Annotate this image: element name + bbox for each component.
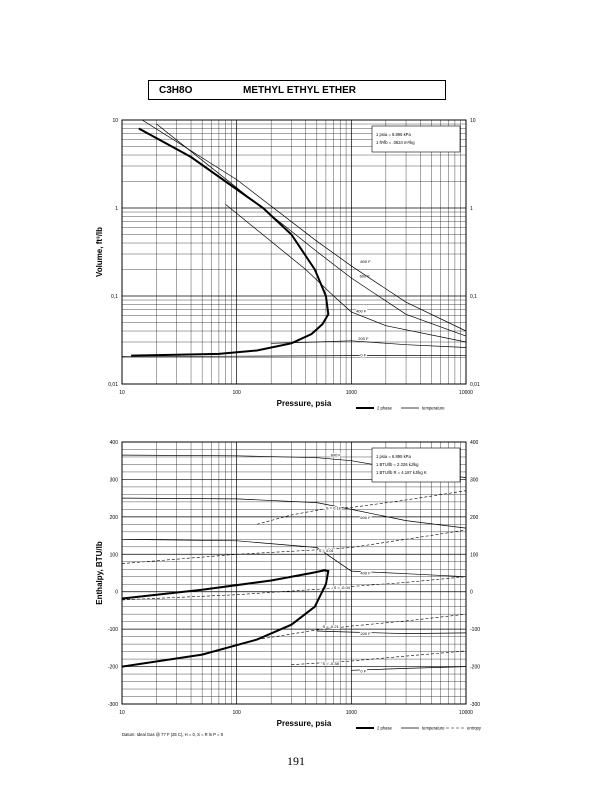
isotherm-line: [351, 666, 467, 671]
y-tick-label-right: 100: [470, 552, 479, 558]
conversion-text: 1 psia = 6.895 kPa: [376, 132, 411, 137]
entropy-line: [256, 490, 467, 525]
legend-label: 2 phase: [377, 406, 393, 411]
y-tick-label-right: 10: [470, 118, 476, 124]
x-axis-title: Pressure, psia: [277, 399, 332, 408]
y-tick-label-right: 400: [470, 440, 479, 446]
isotherm-line: [271, 340, 467, 348]
isotherm-line: [121, 497, 467, 529]
x-tick-label: 1000: [346, 390, 357, 396]
x-axis-title: Pressure, psia: [277, 719, 332, 728]
y-tick-label-left: 1: [115, 206, 118, 212]
plot-frame: [121, 119, 467, 385]
conversion-text: 1 BTU/lb = 2.326 kJ/kg: [376, 462, 419, 467]
isotherm-label: 200 F: [358, 336, 369, 341]
entropy-line: [121, 529, 467, 564]
plot-frame: [121, 441, 467, 705]
y-axis-title: Volume, ft³/lb: [95, 227, 104, 277]
entropy-line: [256, 613, 467, 640]
y-tick-label-left: 0,1: [111, 294, 118, 300]
y-tick-label-left: 300: [110, 477, 119, 483]
entropy-label: S = -0.38: [322, 661, 339, 666]
x-tick-label: 10000: [459, 710, 473, 716]
y-tick-label-left: 0,01: [108, 382, 118, 388]
legend-label: temperature: [422, 406, 445, 411]
isotherm-label: 400 F: [360, 570, 371, 575]
entropy-label: S = 0.01: [319, 548, 335, 553]
y-tick-label-right: 0: [470, 590, 473, 596]
chart-title-box: C3H8O METHYL ETHYL ETHER: [148, 80, 446, 100]
y-tick-label-left: 400: [110, 440, 119, 446]
y-tick-label-left: 100: [110, 552, 119, 558]
y-tick-label-right: -200: [470, 665, 480, 671]
two-phase-dome-curve: [121, 569, 330, 668]
chemical-formula: C3H8O: [159, 85, 193, 96]
entropy-label: S = -0.21: [322, 624, 339, 629]
isotherm-line: [225, 204, 467, 343]
isotherm-label: 0 F: [360, 353, 366, 358]
entropy-label: S = 0.18: [326, 506, 342, 511]
isotherm-label: 0 F: [360, 668, 366, 673]
x-tick-label: 10000: [459, 390, 473, 396]
isotherm-label: 600 F: [360, 515, 371, 520]
conversion-text: 1 ft³/lb = .0624 m³/kg: [376, 140, 415, 145]
y-tick-label-right: -100: [470, 627, 480, 633]
isotherm-label: 200 F: [360, 631, 371, 636]
y-tick-label-right: 300: [470, 477, 479, 483]
legend-label: entropy: [467, 726, 482, 731]
y-tick-label-left: -300: [108, 702, 118, 708]
isotherm-label: 800 F: [331, 452, 342, 457]
x-tick-label: 10: [119, 710, 125, 716]
y-tick-label-left: -100: [108, 627, 118, 633]
isotherm-line: [121, 354, 467, 357]
y-tick-label-right: 200: [470, 515, 479, 521]
conversion-box: [371, 447, 461, 483]
datum-note: Datum: Ideal Gas @ 77 F (25 C), H = 0, S…: [122, 732, 224, 737]
isotherm-line: [142, 119, 467, 332]
volume-pressure-chart: 10 100 1000 10000 0,01 0,01 0,1 0,1 1 1 10 10 Pressu…: [95, 118, 480, 411]
y-tick-label-left: 200: [110, 515, 119, 521]
y-tick-label-right: 0,1: [470, 294, 477, 300]
conversion-text: 1 BTU/lb R = 4.187 kJ/kg K: [376, 470, 427, 475]
conversion-box: [371, 125, 461, 153]
isotherm-line: [156, 123, 467, 337]
isotherm-label: 400 F: [356, 309, 367, 314]
isotherm-line: [121, 538, 467, 578]
y-tick-label-left: 0: [115, 590, 118, 596]
y-tick-label-right: -300: [470, 702, 480, 708]
page-number: 191: [287, 754, 305, 768]
conversion-text: 1 psia = 6.895 kPa: [376, 454, 411, 459]
y-axis-title: Enthalpy, BTU/lb: [95, 541, 104, 605]
y-tick-label-left: 10: [112, 118, 118, 124]
isotherm-label: 600 F: [360, 274, 371, 279]
x-tick-label: 10: [119, 390, 125, 396]
entropy-label: S = -0.04: [334, 585, 351, 590]
isotherm-line: [316, 630, 467, 634]
x-tick-label: 100: [232, 390, 241, 396]
two-phase-dome-curve: [131, 127, 330, 357]
x-tick-label: 100: [232, 710, 241, 716]
x-tick-label: 1000: [346, 710, 357, 716]
entropy-line: [291, 650, 467, 665]
enthalpy-pressure-chart: 10 100 1000 10000-300 -300-200 -200-100 -1000 0…: [95, 440, 482, 737]
y-tick-label-left: -200: [108, 665, 118, 671]
legend-label: temperature: [422, 726, 445, 731]
y-tick-label-right: 1: [470, 206, 473, 212]
y-tick-label-right: 0,01: [470, 382, 480, 388]
legend-label: 2 phase: [377, 726, 393, 731]
compound-name: METHYL ETHYL ETHER: [243, 85, 356, 96]
entropy-line: [121, 576, 467, 601]
isotherm-label: 800 F: [360, 259, 371, 264]
